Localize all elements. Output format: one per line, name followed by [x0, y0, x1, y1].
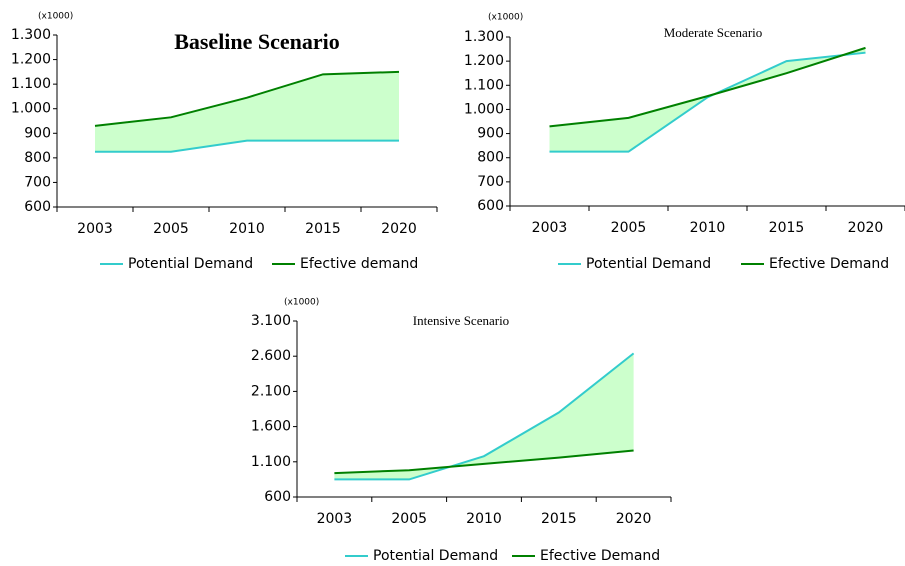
- x-tick-label: 2015: [305, 221, 341, 237]
- y-tick-label: 1.300: [464, 29, 504, 45]
- series-line: [334, 449, 634, 475]
- x-tick-label: 2005: [391, 511, 427, 527]
- y-tick-label: 1.000: [464, 101, 504, 117]
- x-tick-label: 2015: [541, 511, 577, 527]
- y-tick-label: 1.300: [11, 27, 51, 43]
- y-tick-label: 800: [24, 150, 51, 166]
- y-tick-label: 600: [477, 198, 504, 214]
- y-tick-label: 1.200: [11, 52, 51, 68]
- legend-label: Efective Demand: [540, 548, 660, 564]
- x-tick-label: 2010: [690, 220, 726, 236]
- x-tick-label: 2020: [381, 221, 417, 237]
- chart-title: Baseline Scenario: [174, 29, 340, 54]
- legend-label: Potential Demand: [586, 256, 711, 272]
- unit-label: (x1000): [488, 13, 523, 23]
- series-line: [95, 139, 399, 153]
- series-line: [549, 51, 866, 153]
- x-tick-label: 2010: [229, 221, 265, 237]
- y-tick-label: 1.000: [11, 101, 51, 117]
- legend-label: Potential Demand: [373, 548, 498, 564]
- x-tick-label: 2005: [611, 220, 647, 236]
- x-tick-label: 2020: [616, 511, 652, 527]
- y-tick-label: 1.100: [464, 77, 504, 93]
- y-tick-label: 3.100: [251, 313, 291, 329]
- series-line: [334, 352, 635, 481]
- y-tick-label: 900: [24, 125, 51, 141]
- x-tick-label: 2010: [466, 511, 502, 527]
- area-between: [549, 47, 866, 152]
- area-between: [95, 71, 399, 152]
- x-tick-label: 2003: [77, 221, 113, 237]
- series-line: [549, 46, 866, 128]
- y-tick-label: 1.600: [251, 419, 291, 435]
- chart-title: Intensive Scenario: [413, 313, 509, 328]
- legend-label: Efective demand: [300, 256, 418, 272]
- x-tick-label: 2015: [769, 220, 805, 236]
- y-tick-label: 1.100: [11, 76, 51, 92]
- unit-label: (x1000): [38, 12, 73, 22]
- unit-label: (x1000): [284, 298, 319, 308]
- y-tick-label: 900: [477, 126, 504, 142]
- legend-label: Efective Demand: [769, 256, 889, 272]
- y-tick-label: 700: [477, 174, 504, 190]
- y-tick-label: 600: [264, 489, 291, 505]
- y-tick-label: 800: [477, 150, 504, 166]
- x-tick-label: 2005: [153, 221, 189, 237]
- x-tick-label: 2020: [848, 220, 884, 236]
- y-tick-label: 700: [24, 174, 51, 190]
- y-tick-label: 1.200: [464, 53, 504, 69]
- y-tick-label: 2.600: [251, 348, 291, 364]
- series-line: [94, 70, 400, 127]
- y-tick-label: 1.100: [251, 454, 291, 470]
- area-between: [334, 353, 634, 480]
- x-tick-label: 2003: [532, 220, 568, 236]
- y-tick-label: 600: [24, 199, 51, 215]
- x-tick-label: 2003: [317, 511, 353, 527]
- y-tick-label: 2.100: [251, 383, 291, 399]
- legend-label: Potential Demand: [128, 256, 253, 272]
- chart-title: Moderate Scenario: [664, 25, 763, 40]
